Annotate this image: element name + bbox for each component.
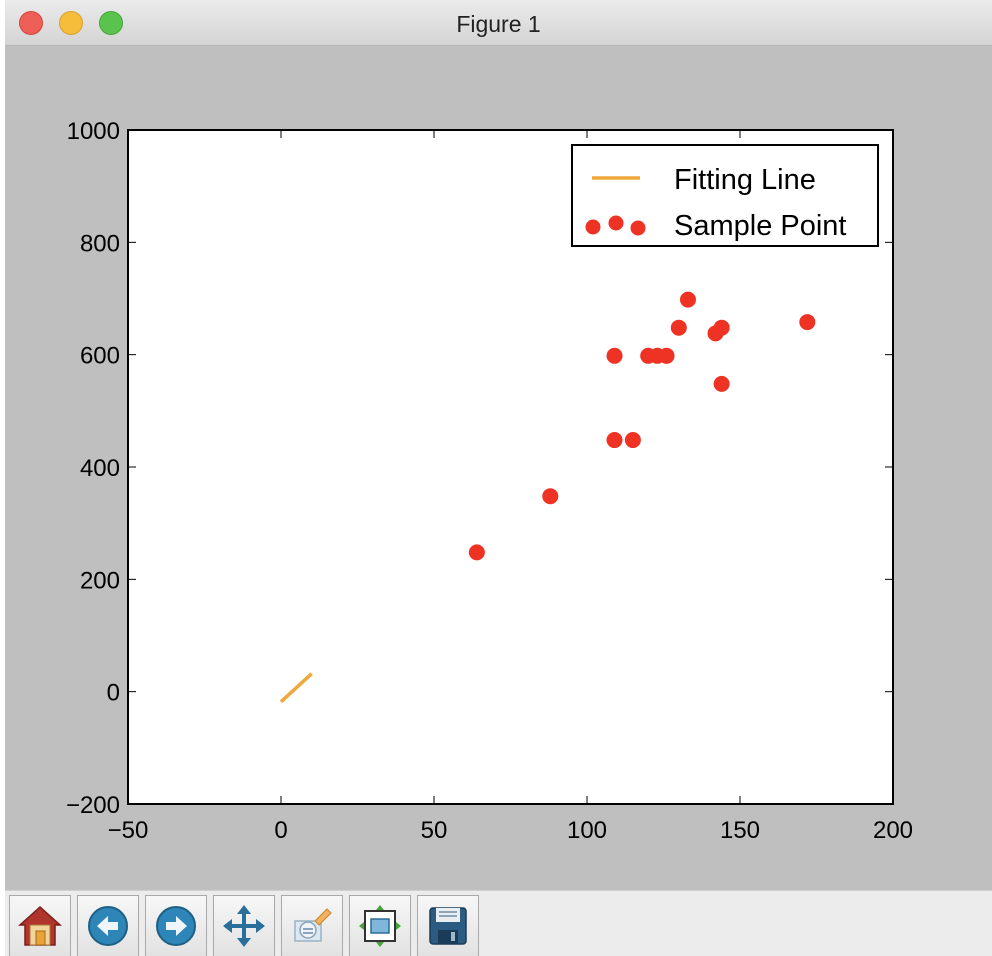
figure-canvas[interactable]: −50 0 50 100 150 200 −200 0 200 400 600 800 1000 Fitt… bbox=[5, 46, 992, 890]
legend-point-swatch bbox=[585, 219, 601, 235]
y-tick-label: 400 bbox=[80, 455, 120, 482]
title-bar[interactable]: Figure 1 bbox=[5, 0, 992, 46]
x-tick-label: 50 bbox=[421, 817, 448, 844]
back-button[interactable] bbox=[77, 895, 139, 956]
sample-point bbox=[799, 314, 816, 331]
close-button[interactable] bbox=[19, 11, 43, 35]
y-tick-label: 0 bbox=[107, 680, 120, 707]
navigation-toolbar bbox=[5, 890, 992, 956]
x-tick-label: −50 bbox=[108, 817, 149, 844]
save-button[interactable] bbox=[417, 895, 479, 956]
x-tick-label: 100 bbox=[567, 817, 607, 844]
y-tick-label: 600 bbox=[80, 343, 120, 370]
sample-point bbox=[624, 432, 641, 449]
window-title: Figure 1 bbox=[456, 11, 541, 37]
sample-point bbox=[658, 347, 675, 364]
x-tick-label: 150 bbox=[720, 817, 760, 844]
zoom-rect-button[interactable] bbox=[281, 895, 343, 956]
fitting-line bbox=[279, 672, 313, 704]
zoom-icon bbox=[294, 908, 332, 942]
x-tick-label: 0 bbox=[274, 817, 287, 844]
sample-point bbox=[468, 544, 485, 561]
legend-label-fitting-line: Fitting Line bbox=[674, 164, 816, 196]
zoom-button[interactable] bbox=[99, 11, 123, 35]
legend-label-sample-point: Sample Point bbox=[674, 210, 847, 242]
y-tick-label: 800 bbox=[80, 230, 120, 257]
sample-point bbox=[679, 291, 696, 308]
sample-point bbox=[542, 488, 559, 505]
home-button[interactable] bbox=[9, 895, 71, 956]
figure-window: Figure 1 −50 0 50 100 150 200 −200 0 200 400 600 80… bbox=[5, 0, 992, 956]
sample-point bbox=[713, 319, 730, 336]
y-tick-label: 1000 bbox=[67, 118, 120, 145]
minimize-button[interactable] bbox=[59, 11, 83, 35]
y-tick-label: −200 bbox=[66, 792, 120, 819]
scatter-chart: −50 0 50 100 150 200 −200 0 200 400 600 800 1000 Fitt… bbox=[66, 118, 913, 844]
desktop-background bbox=[0, 0, 6, 956]
back-icon bbox=[88, 906, 128, 946]
sample-point bbox=[606, 432, 623, 449]
legend-box bbox=[571, 144, 879, 247]
legend-point-swatch bbox=[608, 215, 624, 231]
sample-point bbox=[713, 375, 730, 392]
sample-point bbox=[670, 319, 687, 336]
forward-icon bbox=[156, 906, 196, 946]
pan-button[interactable] bbox=[213, 895, 275, 956]
subplots-icon bbox=[359, 905, 401, 947]
axes-frame bbox=[127, 129, 894, 805]
home-icon bbox=[18, 905, 62, 946]
pan-icon bbox=[223, 905, 265, 947]
x-tick-label: 200 bbox=[873, 817, 913, 844]
legend-point-swatch bbox=[630, 220, 646, 236]
save-icon bbox=[429, 907, 467, 945]
sample-point bbox=[606, 347, 623, 364]
forward-button[interactable] bbox=[145, 895, 207, 956]
y-tick-label: 200 bbox=[80, 567, 120, 594]
subplots-button[interactable] bbox=[349, 895, 411, 956]
